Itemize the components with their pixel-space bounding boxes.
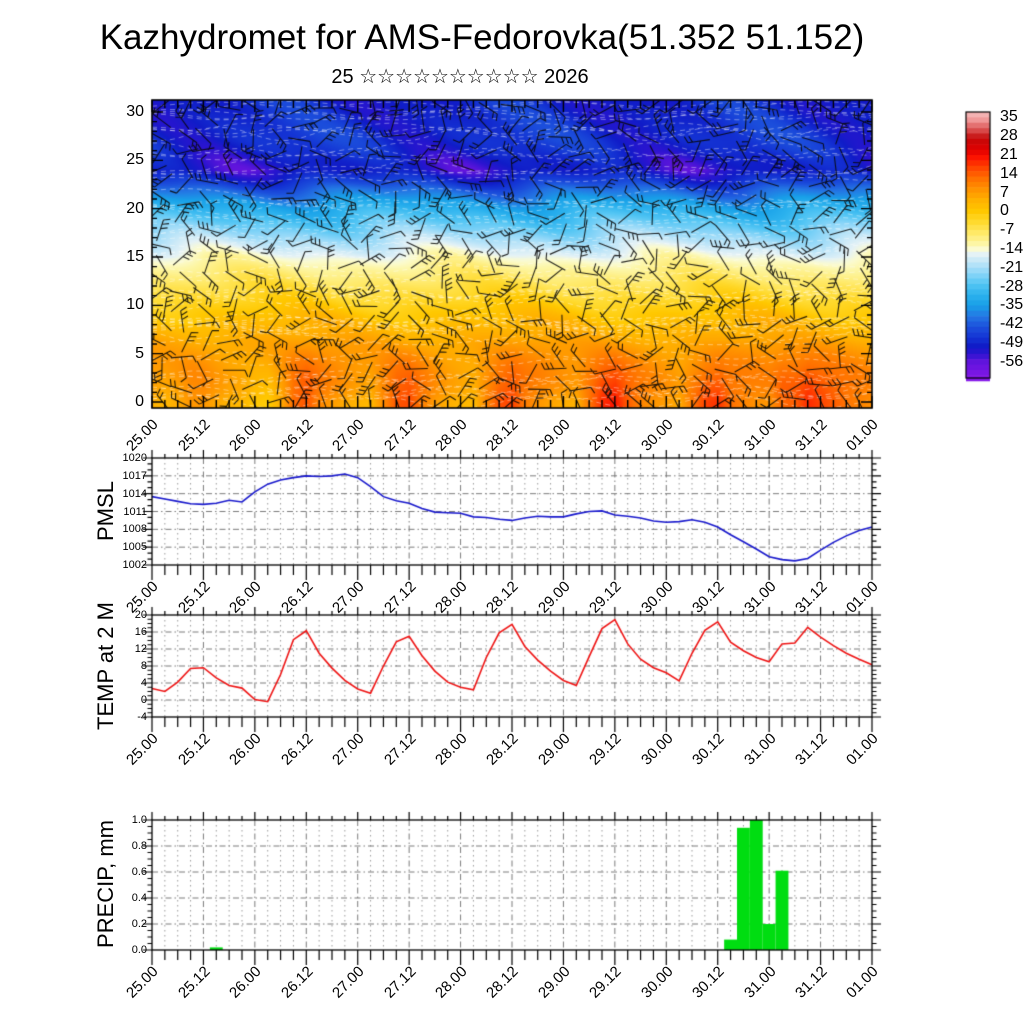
temp_2m-ytick-label: 20 <box>134 609 147 621</box>
heatmap-ytick-label: 20 <box>126 199 144 217</box>
temp_2m-ytick-label: 0 <box>140 694 147 706</box>
precip-ytick-label: 0.4 <box>131 892 147 904</box>
precip-ytick-label: 0.6 <box>131 866 147 878</box>
pmsl-ytick-label: 1002 <box>122 559 147 571</box>
colorbar-tick-label: 7 <box>1000 183 1009 201</box>
temp_2m-ytick-label: -4 <box>137 711 147 723</box>
colorbar-tick-label: -42 <box>1000 315 1024 333</box>
pmsl-ytick-label: 1011 <box>123 505 147 518</box>
precip-ytick-label: 0.2 <box>131 918 147 930</box>
pmsl-ytick-label: 1020 <box>122 452 147 464</box>
heatmap-ytick-label: 5 <box>135 344 144 362</box>
chart-subtitle: 25 ☆☆☆☆☆☆☆☆☆☆ 2026 <box>331 66 589 88</box>
heatmap-ytick-label: 0 <box>135 393 144 410</box>
precip-ytick-label: 0.8 <box>131 840 147 852</box>
pmsl-ytick-label: 1005 <box>122 541 147 554</box>
colorbar-tick-label: 28 <box>1000 127 1018 145</box>
precip-ytick-label: 0.0 <box>131 944 147 956</box>
colorbar-tick-label: 35 <box>1000 108 1018 126</box>
chart-title: Kazhydromet for AMS-Fedorovka(51.352 51.… <box>99 18 865 57</box>
temp_2m-ytick-label: 16 <box>134 626 147 638</box>
pmsl-ytick-label: 1017 <box>122 469 147 482</box>
colorbar-tick-label: -28 <box>1000 277 1024 295</box>
heatmap-ytick-label: 10 <box>126 296 144 314</box>
colorbar-tick-label: 0 <box>1000 202 1009 220</box>
heatmap-ytick-label: 25 <box>126 151 144 169</box>
colorbar-tick-label: 21 <box>1000 145 1018 163</box>
temp_2m-ytick-label: 12 <box>134 643 147 655</box>
temp_2m-ytick-label: 4 <box>140 677 147 689</box>
heatmap-ytick-label: 30 <box>126 103 144 120</box>
colorbar-tick-label: -21 <box>1000 258 1024 276</box>
heatmap-ytick-label: 15 <box>126 248 144 265</box>
precip-ytick-label: 1.0 <box>131 814 147 826</box>
pmsl-ytick-label: 1008 <box>122 523 147 536</box>
colorbar-tick-label: -56 <box>1000 352 1024 370</box>
colorbar-tick-label: -14 <box>1000 240 1024 258</box>
temp_2m-ytick-label: 8 <box>140 660 147 672</box>
pmsl-ytick-label: 1014 <box>122 487 147 500</box>
colorbar-tick-label: -35 <box>1000 296 1024 314</box>
colorbar-tick-label: -7 <box>1000 221 1015 239</box>
colorbar-tick-label: -49 <box>1000 334 1024 352</box>
colorbar-tick-label: 14 <box>1000 164 1018 182</box>
